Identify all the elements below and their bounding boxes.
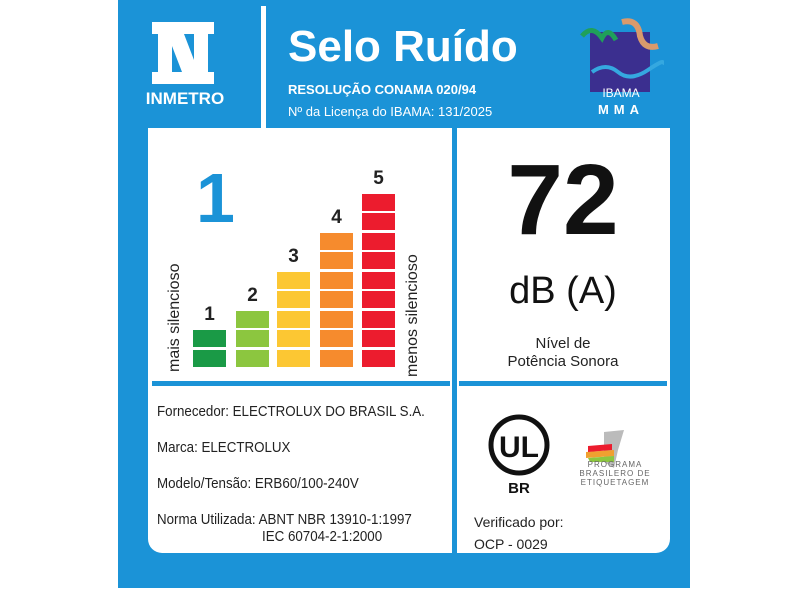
pbe-line1: PROGRAMA xyxy=(587,460,643,469)
ibama-label: IBAMA xyxy=(602,86,640,100)
noise-value: 72 xyxy=(507,144,619,256)
ul-text: UL xyxy=(499,431,539,464)
rating-bar-2 xyxy=(236,310,269,370)
rating-bar-label: 5 xyxy=(373,167,384,189)
bar-segment xyxy=(277,330,310,347)
resolution-text: RESOLUÇÃO CONAMA 020/94 xyxy=(288,82,477,97)
bar-segment xyxy=(320,310,353,328)
bar-segment xyxy=(320,271,353,289)
rating-bar-label: 3 xyxy=(288,245,299,267)
horizontal-divider-right xyxy=(459,381,667,386)
supplier-text: Fornecedor: ELECTROLUX DO BRASIL S.A. xyxy=(157,404,425,420)
bar-segment xyxy=(362,213,395,230)
rating-level: 1 xyxy=(196,159,235,237)
bar-segment xyxy=(236,330,269,347)
brand-text: Marca: ELECTROLUX xyxy=(157,440,291,456)
bar-segment xyxy=(193,330,226,347)
bar-segment xyxy=(362,193,395,211)
license-text: Nº da Licença do IBAMA: 131/2025 xyxy=(288,104,493,119)
bar-segment xyxy=(277,349,310,367)
rating-bar-label: 4 xyxy=(331,206,342,228)
horizontal-divider-left xyxy=(152,381,450,386)
bar-segment xyxy=(362,349,395,367)
bar-segment xyxy=(320,291,353,308)
quieter-label: mais silencioso xyxy=(166,263,183,372)
bar-segment xyxy=(362,310,395,328)
header-divider xyxy=(261,6,266,128)
pbe-line2: BRASILERO DE xyxy=(579,469,651,478)
standard-text-1: Norma Utilizada: ABNT NBR 13910-1:1997 xyxy=(157,512,412,528)
model-text: Modelo/Tensão: ERB60/100-240V xyxy=(157,476,359,492)
bar-segment xyxy=(362,271,395,289)
pbe-text: PROGRAMA BRASILERO DE ETIQUETAGEM xyxy=(570,460,660,487)
ul-logo-icon: UL BR xyxy=(488,414,550,497)
pbe-line3: ETIQUETAGEM xyxy=(580,478,650,487)
vertical-divider xyxy=(452,128,457,553)
bar-segment xyxy=(362,232,395,250)
bar-segment xyxy=(362,330,395,347)
bar-segment xyxy=(320,330,353,347)
bar-segment xyxy=(236,310,269,328)
rating-bar-5 xyxy=(362,193,395,370)
pbe-logo-icon xyxy=(586,430,624,468)
page-title: Selo Ruído xyxy=(288,22,518,71)
rating-bar-3 xyxy=(277,271,310,370)
bar-segment xyxy=(277,271,310,289)
bar-segment xyxy=(320,349,353,367)
inmetro-logo-icon xyxy=(152,22,214,84)
bar-segment xyxy=(277,291,310,308)
rating-bar-label: 2 xyxy=(247,284,258,306)
rating-bar-4 xyxy=(320,232,353,370)
bar-segment xyxy=(362,291,395,308)
inmetro-label: INMETRO xyxy=(145,89,225,108)
mma-label: MMA xyxy=(597,102,645,117)
standard-text-2: IEC 60704-2-1:2000 xyxy=(262,529,383,545)
ul-country: BR xyxy=(508,480,530,497)
bar-segment xyxy=(236,349,269,367)
verified-by-label: Verificado por: xyxy=(474,514,564,530)
rating-bar-1 xyxy=(193,330,226,369)
louder-label: menos silencioso xyxy=(404,254,421,377)
noise-unit: dB (A) xyxy=(509,270,617,312)
bar-segment xyxy=(277,310,310,328)
ibama-logo-icon xyxy=(580,18,664,92)
bar-segment xyxy=(362,252,395,269)
rating-bar-label: 1 xyxy=(204,304,215,325)
noise-caption-line2: Potência Sonora xyxy=(507,353,619,370)
content-panel xyxy=(148,128,670,553)
bar-segment xyxy=(193,349,226,367)
bar-segment xyxy=(320,232,353,250)
bar-segment xyxy=(320,252,353,269)
noise-caption: Nível de Potência Sonora xyxy=(459,335,667,371)
ocp-code: OCP - 0029 xyxy=(474,536,548,552)
noise-caption-line1: Nível de xyxy=(535,335,591,352)
